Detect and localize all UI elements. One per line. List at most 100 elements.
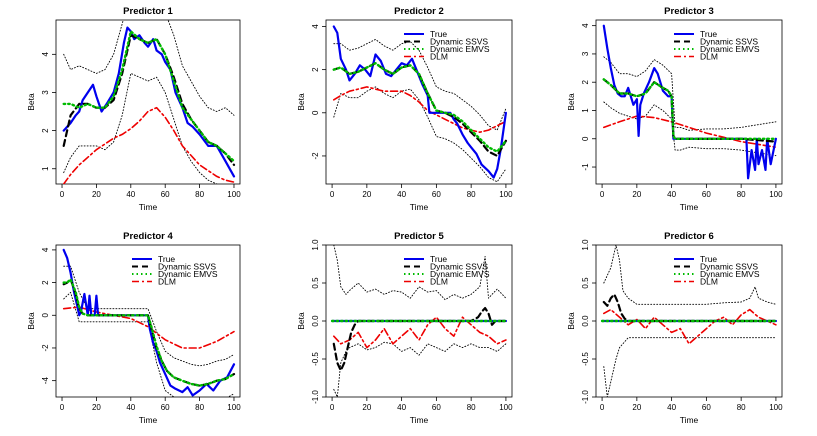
series-line-dlm <box>332 86 507 133</box>
legend-label: Dynamic EMVS <box>158 269 218 279</box>
y-tick-label: 1.0 <box>311 239 320 251</box>
x-tick-label: 80 <box>195 403 204 412</box>
plot-frame <box>595 19 783 185</box>
chart-panel-5: Predictor 5 0 20 40 60 80 100 -1.0 -0.5 0.0 0.5 1.0… <box>296 231 513 425</box>
legend-label: Dynamic SSVS <box>430 262 488 272</box>
series-line-dlm <box>602 115 777 148</box>
x-tick-label: 40 <box>397 190 406 199</box>
credible-band-line <box>603 56 777 131</box>
x-tick-label: 0 <box>330 403 335 412</box>
y-tick-label: 1 <box>581 108 590 113</box>
legend-label: DLM <box>700 277 718 287</box>
plot-frame <box>55 19 241 185</box>
x-tick-label: 0 <box>600 190 605 199</box>
x-axis-label: Time <box>410 202 429 212</box>
legend-label: Dynamic EMVS <box>700 44 760 54</box>
x-tick-label: 20 <box>362 403 371 412</box>
chart-title: Predictor 6 <box>664 231 714 242</box>
series-line-dynamic-ssvs <box>332 62 507 157</box>
credible-band-line <box>333 341 507 397</box>
y-tick-label: 1.0 <box>581 239 590 251</box>
chart-panel-6: Predictor 6 0 20 40 60 80 100 -1.0 -0.5 0.0 0.5 1.0… <box>566 231 783 425</box>
chart-title: Predictor 4 <box>123 231 173 242</box>
y-tick-label: 0 <box>581 136 590 141</box>
y-tick-label: 4 <box>41 52 50 57</box>
y-tick-label: 0 <box>41 313 50 318</box>
legend-label: True <box>700 29 717 39</box>
y-tick-label: 4 <box>41 247 50 252</box>
credible-band-line <box>333 86 507 183</box>
plot-frame <box>325 19 513 185</box>
legend-label: Dynamic EMVS <box>700 269 760 279</box>
x-tick-label: 20 <box>632 190 641 199</box>
y-tick-label: -1.0 <box>311 390 320 404</box>
series-line-dlm <box>602 308 777 345</box>
x-tick-label: 100 <box>227 190 241 199</box>
x-tick-label: 20 <box>362 190 371 199</box>
y-tick-label: 2 <box>581 79 590 84</box>
y-axis-label: Beta <box>566 312 576 330</box>
credible-band-line <box>603 337 777 397</box>
x-tick-label: 60 <box>161 190 170 199</box>
y-tick-label: 3 <box>581 51 590 56</box>
plot-area <box>602 24 778 180</box>
chart-panel-3: Predictor 3 0 20 40 60 80 100 -1 0 1 2 3 4 Time Beta Tr… <box>566 6 783 212</box>
x-tick-label: 100 <box>227 403 241 412</box>
credible-band-line <box>333 38 507 131</box>
legend-label: Dynamic EMVS <box>430 269 490 279</box>
legend-label: True <box>430 254 447 264</box>
chart-title: Predictor 5 <box>394 231 444 242</box>
x-tick-label: 60 <box>432 403 441 412</box>
y-tick-label: 3 <box>41 90 50 95</box>
legend-label: Dynamic EMVS <box>430 44 490 54</box>
chart-title: Predictor 1 <box>123 6 173 17</box>
x-tick-label: 20 <box>92 403 101 412</box>
plot-area <box>62 248 236 397</box>
plot-area <box>62 20 236 184</box>
x-tick-label: 0 <box>330 190 335 199</box>
y-axis-label: Beta <box>26 312 36 330</box>
plot-frame <box>55 244 241 398</box>
x-axis-label: Time <box>410 415 429 425</box>
plot-area <box>332 25 508 183</box>
legend-label: True <box>700 254 717 264</box>
y-tick-label: -1 <box>581 163 590 171</box>
credible-band-line <box>63 72 218 184</box>
x-tick-label: 100 <box>769 190 783 199</box>
y-tick-label: 1 <box>41 166 50 171</box>
y-tick-label: 0 <box>311 110 320 115</box>
y-tick-label: 0.5 <box>581 277 590 289</box>
series-line-dynamic-emvs <box>62 278 236 387</box>
plot-area <box>600 245 778 397</box>
legend-label: Dynamic SSVS <box>700 37 758 47</box>
credible-band-line <box>603 245 777 305</box>
chart-panel-2: Predictor 2 0 20 40 60 80 100 -2 0 2 4 Time Beta True… <box>296 6 513 212</box>
y-tick-label: 2 <box>311 67 320 72</box>
x-tick-label: 40 <box>667 403 676 412</box>
y-tick-label: -0.5 <box>311 352 320 366</box>
credible-band-line <box>63 291 235 397</box>
y-tick-label: 2 <box>41 280 50 285</box>
series-line-dynamic-emvs <box>62 30 236 163</box>
y-tick-label: 0.0 <box>311 315 320 327</box>
chart-panel-4: Predictor 4 0 20 40 60 80 100 -4 -2 0 2 4 Time Beta Tr… <box>26 231 241 425</box>
credible-band-line <box>603 101 777 157</box>
y-axis-label: Beta <box>26 93 36 111</box>
x-tick-label: 40 <box>126 403 135 412</box>
series-line-dynamic-emvs <box>332 62 508 153</box>
legend-label: Dynamic SSVS <box>158 262 216 272</box>
chart-title: Predictor 2 <box>394 6 444 17</box>
y-tick-label: -2 <box>41 344 50 352</box>
x-tick-label: 60 <box>161 403 170 412</box>
y-tick-label: 0.5 <box>311 277 320 289</box>
x-tick-label: 80 <box>467 190 476 199</box>
legend-label: Dynamic SSVS <box>700 262 758 272</box>
x-tick-label: 80 <box>737 190 746 199</box>
series-line-dlm <box>332 316 507 349</box>
credible-band-line <box>63 265 235 367</box>
x-axis-label: Time <box>139 202 158 212</box>
